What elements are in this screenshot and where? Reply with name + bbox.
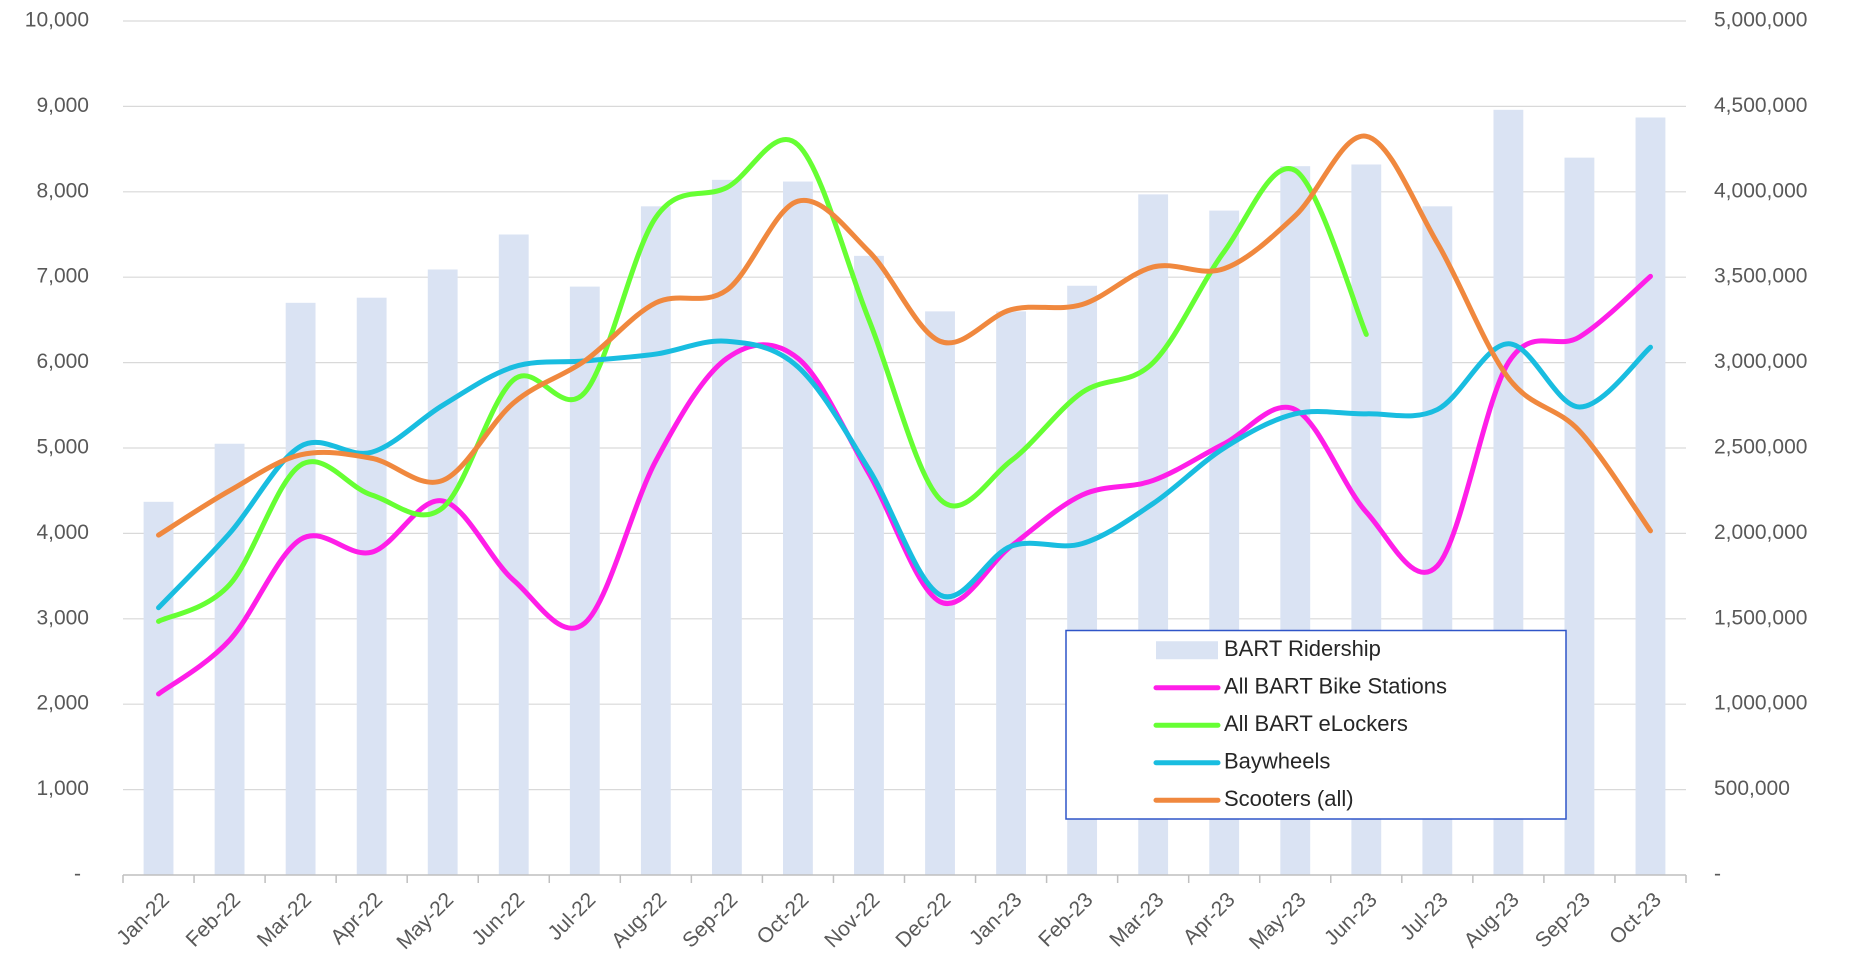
bar	[427, 269, 458, 875]
x-tick-label: Oct-22	[753, 888, 814, 949]
legend: BART Ridership All BART Bike Stations All …	[1065, 629, 1567, 820]
x-tick-label: Sep-22	[678, 888, 742, 952]
line-series	[156, 137, 1369, 624]
x-tick-label: Mar-23	[1105, 888, 1168, 951]
legend-label: Scooters (all)	[1224, 786, 1354, 811]
x-tick-label: Nov-22	[820, 888, 884, 952]
x-tick-label: Oct-23	[1605, 888, 1666, 949]
x-tick-label: Jan-23	[965, 888, 1027, 950]
y2-tick-label: 3,500,000	[1714, 265, 1807, 288]
x-tick-label: Jul-22	[544, 888, 601, 945]
x-tick-label: Jun-23	[1320, 888, 1382, 950]
x-tick-label: Aug-22	[607, 888, 671, 952]
x-tick-label: May-22	[392, 888, 458, 954]
y-tick-label: 9,000	[36, 94, 89, 117]
y2-tick-label: 5,000,000	[1714, 9, 1807, 32]
x-tick-label: May-23	[1245, 888, 1311, 954]
y2-tick-label: 2,000,000	[1714, 521, 1807, 544]
bar	[569, 286, 600, 875]
bar	[498, 234, 529, 875]
y2-tick-label: 4,000,000	[1714, 179, 1807, 202]
legend-label: BART Ridership	[1224, 636, 1381, 661]
line-series	[156, 338, 1653, 611]
bar	[214, 443, 245, 875]
y2-tick-label: 2,500,000	[1714, 436, 1807, 459]
x-tick-label: Apr-23	[1179, 888, 1240, 949]
y2-tick-label: -	[1714, 863, 1721, 886]
x-tick-label: Feb-23	[1034, 888, 1097, 951]
y2-tick-label: 1,000,000	[1714, 692, 1807, 715]
bar	[783, 181, 813, 875]
bar	[854, 255, 884, 876]
y-tick-label: 7,000	[36, 265, 89, 288]
bar	[1635, 117, 1666, 875]
x-tick-label: Jun-22	[468, 888, 530, 950]
bar	[1564, 157, 1595, 875]
bar	[356, 297, 387, 875]
x-tick-label: Sep-23	[1531, 888, 1595, 952]
y-tick-label: 6,000	[36, 350, 89, 373]
bar	[640, 206, 671, 875]
legend-label: All BART Bike Stations	[1224, 674, 1447, 699]
x-tick-label: Jan-22	[112, 888, 174, 950]
y-tick-label: 8,000	[36, 179, 89, 202]
x-tick-label: Mar-22	[253, 888, 316, 951]
x-tick-label: Dec-22	[891, 888, 955, 952]
legend-label: All BART eLockers	[1224, 711, 1408, 736]
bar	[711, 179, 742, 875]
bar	[285, 302, 316, 875]
line-series	[156, 273, 1653, 697]
y2-tick-label: 3,000,000	[1714, 350, 1807, 373]
x-tick-label: Jul-23	[1396, 888, 1453, 945]
legend-swatch	[1156, 641, 1218, 660]
x-tick-label: Feb-22	[182, 888, 245, 951]
y-tick-label: 1,000	[36, 777, 89, 800]
y-tick-label: 3,000	[36, 606, 89, 629]
y2-tick-label: 4,500,000	[1714, 94, 1807, 117]
legend-box	[1065, 629, 1567, 820]
y-tick-label: 10,000	[25, 9, 89, 32]
y-tick-label: 2,000	[36, 692, 89, 715]
y2-tick-label: 1,500,000	[1714, 606, 1807, 629]
line-series	[156, 133, 1653, 538]
y-tick-label: -	[74, 863, 81, 886]
x-tick-label: Apr-22	[326, 888, 387, 949]
y-tick-label: 5,000	[36, 436, 89, 459]
legend-label: Baywheels	[1224, 749, 1330, 774]
x-tick-label: Aug-23	[1460, 888, 1524, 952]
y2-tick-label: 500,000	[1714, 777, 1790, 800]
y-tick-label: 4,000	[36, 521, 89, 544]
bar	[996, 311, 1026, 875]
